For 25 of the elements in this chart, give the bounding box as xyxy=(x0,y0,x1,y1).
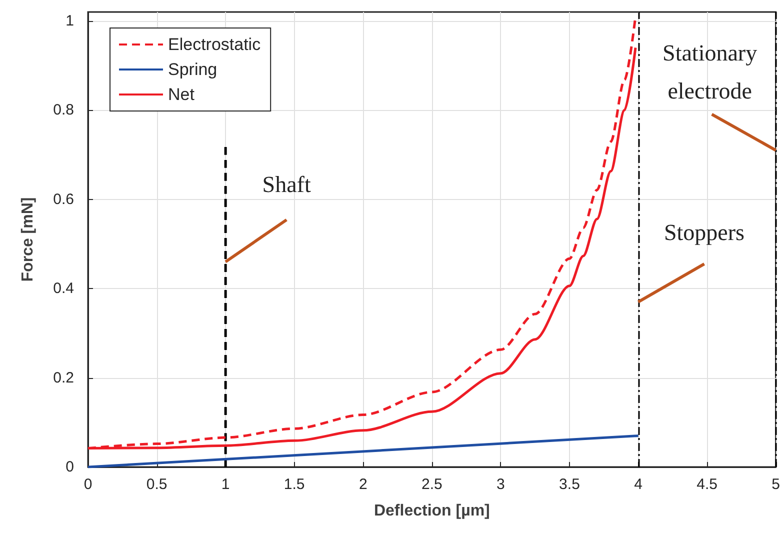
x-tick-label: 3.5 xyxy=(559,476,580,493)
y-tick-label: 1 xyxy=(66,12,74,30)
legend-label: Electrostatic xyxy=(168,35,262,54)
x-axis-title: Deflection [µm] xyxy=(374,502,490,520)
x-tick-label: 5 xyxy=(772,476,780,493)
y-tick-label: 0.4 xyxy=(53,280,74,298)
x-tick-label: 4 xyxy=(634,476,642,493)
legend-label: Spring xyxy=(168,60,218,79)
y-tick-label: 0 xyxy=(66,458,74,476)
x-tick-label: 1 xyxy=(221,476,230,493)
x-tick-label: 0 xyxy=(84,476,92,493)
annotation: Shaft xyxy=(262,172,312,197)
x-tick-label: 4.5 xyxy=(696,476,718,493)
x-tick-label: 1.5 xyxy=(284,476,305,493)
x-tick-label: 2 xyxy=(358,476,368,493)
y-tick-label: 0.8 xyxy=(53,102,74,119)
y-tick-label: 0.2 xyxy=(53,369,74,386)
x-tick-label: 2.5 xyxy=(421,476,442,493)
x-tick-label: 3 xyxy=(496,476,505,493)
y-axis-title: Force [mN] xyxy=(20,197,36,282)
y-tick-label: 0.6 xyxy=(53,190,74,208)
legend-label: Net xyxy=(168,85,195,104)
x-tick-label: 0.5 xyxy=(146,476,168,493)
annotation: Stationary electrode xyxy=(662,40,758,104)
annotation: Stoppers xyxy=(664,220,745,245)
